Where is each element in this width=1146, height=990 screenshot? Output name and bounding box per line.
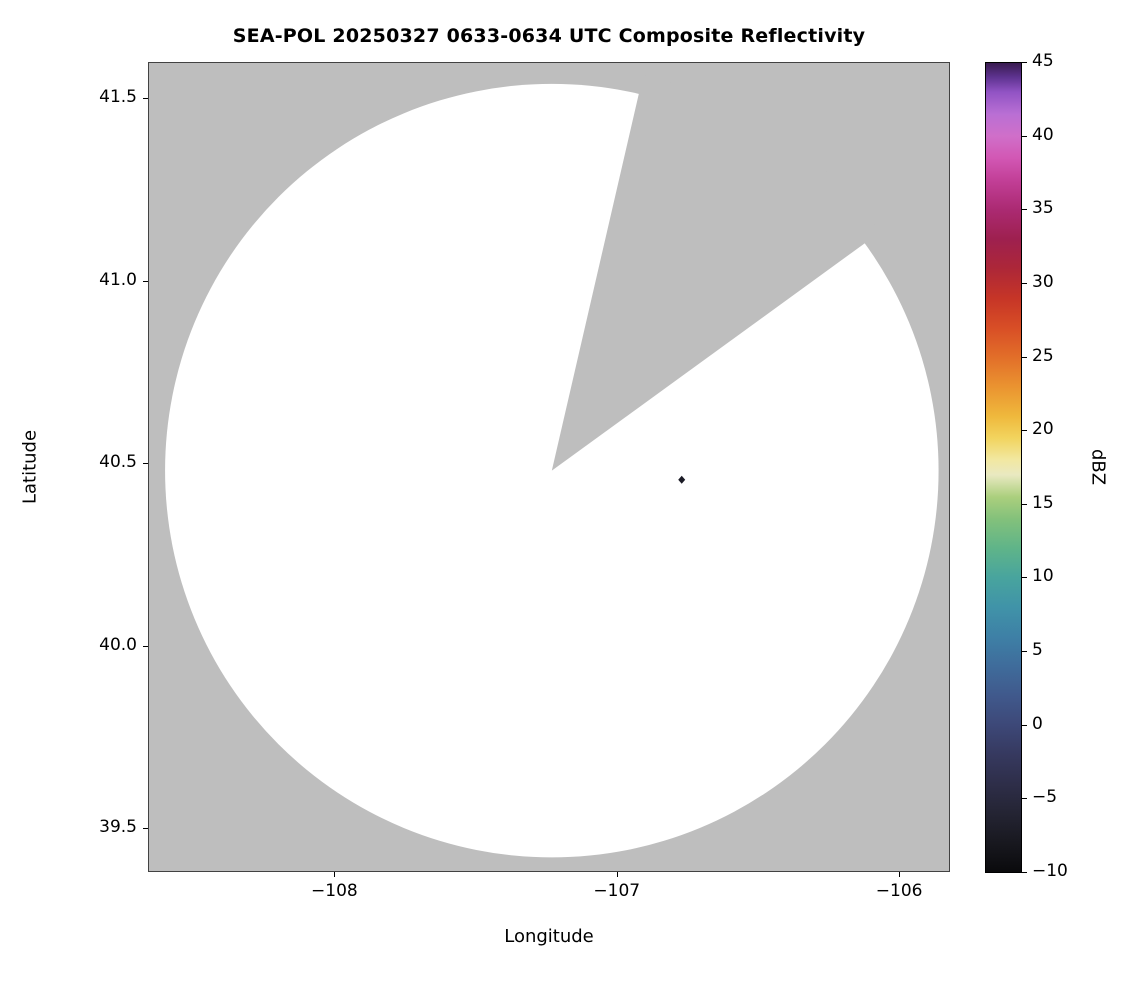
colorbar-tick-label: 5 xyxy=(1032,640,1043,661)
colorbar-tick-label: −10 xyxy=(1032,861,1068,881)
x-axis-tick-label: −106 xyxy=(875,881,923,901)
colorbar-tick-label: 35 xyxy=(1032,198,1054,219)
y-axis-tick-label: 41.0 xyxy=(99,269,137,290)
colorbar-tick-label: 10 xyxy=(1032,566,1054,587)
radar-map-canvas xyxy=(148,62,950,872)
y-axis-tick-label: 39.5 xyxy=(99,817,137,838)
blanked-sector xyxy=(551,74,881,471)
map-plot xyxy=(148,62,950,872)
colorbar-tick-label: 40 xyxy=(1032,124,1054,145)
colorbar-tick xyxy=(1022,135,1027,137)
x-axis-tick xyxy=(616,872,618,877)
colorbar-tick-label: 15 xyxy=(1032,492,1054,513)
x-axis-tick-label: −107 xyxy=(593,881,641,901)
x-axis-tick xyxy=(899,872,901,877)
x-axis-label: Longitude xyxy=(504,926,594,947)
echo-point xyxy=(678,475,686,484)
x-axis-tick xyxy=(334,872,336,877)
colorbar-tick xyxy=(1022,798,1027,800)
colorbar-tick xyxy=(1022,209,1027,211)
colorbar-tick-label: 20 xyxy=(1032,419,1054,440)
colorbar-tick-label: −5 xyxy=(1032,787,1058,808)
colorbar-tick xyxy=(1022,282,1027,284)
x-axis-tick-label: −108 xyxy=(311,881,358,901)
y-axis-tick xyxy=(143,828,148,830)
y-axis-tick xyxy=(143,463,148,465)
colorbar-tick xyxy=(1022,577,1027,579)
y-axis-tick-label: 41.5 xyxy=(99,87,137,108)
y-axis-tick-label: 40.5 xyxy=(99,452,137,473)
colorbar-label: dBZ xyxy=(1087,448,1109,486)
colorbar-tick xyxy=(1022,430,1027,432)
colorbar-tick xyxy=(1022,724,1027,726)
colorbar-tick-label: 45 xyxy=(1032,51,1054,71)
y-axis-tick xyxy=(143,98,148,100)
colorbar-tick-label: 25 xyxy=(1032,345,1054,366)
colorbar-tick xyxy=(1022,503,1027,505)
y-axis-tick xyxy=(143,280,148,282)
plot-title: SEA-POL 20250327 0633-0634 UTC Composite… xyxy=(232,25,866,47)
colorbar-tick xyxy=(1022,872,1027,873)
colorbar-tick xyxy=(1022,651,1027,653)
colorbar xyxy=(985,62,1022,873)
colorbar-tick-label: 0 xyxy=(1032,713,1043,734)
colorbar-tick xyxy=(1022,62,1027,63)
y-axis-tick xyxy=(143,645,148,647)
colorbar-tick xyxy=(1022,356,1027,358)
colorbar-gradient xyxy=(985,62,1022,873)
colorbar-tick-label: 30 xyxy=(1032,271,1054,292)
y-axis-tick-label: 40.0 xyxy=(99,634,137,655)
